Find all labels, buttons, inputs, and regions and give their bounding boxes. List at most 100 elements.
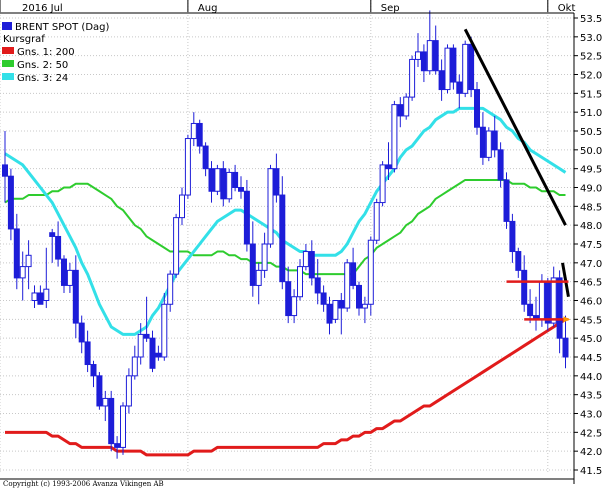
y-tick-label: 51.5 <box>580 89 602 100</box>
candle <box>462 40 469 98</box>
candle-body-down <box>285 281 292 317</box>
candle <box>120 402 126 455</box>
candle-body-up <box>391 104 398 170</box>
candle <box>137 323 144 365</box>
candle-body-down <box>479 126 486 158</box>
candle <box>497 142 504 188</box>
candle-body-down <box>2 164 8 177</box>
candle-body-down <box>273 168 280 196</box>
candle <box>78 315 85 354</box>
candle <box>308 240 315 286</box>
legend-entry-ma24: Gns. 3: 24 <box>17 73 68 84</box>
candle <box>456 74 463 109</box>
candle <box>13 213 20 290</box>
candle-body-down <box>243 190 250 245</box>
candle-body-up <box>120 405 126 448</box>
candle <box>302 244 309 271</box>
candle-body-down <box>49 232 56 237</box>
y-tick-label: 48.5 <box>580 202 602 213</box>
candle <box>84 330 91 373</box>
candle <box>527 289 534 324</box>
candle <box>267 164 274 248</box>
candle-body-down <box>13 228 20 279</box>
y-tick-label: 44.0 <box>580 372 602 383</box>
candle <box>444 44 451 94</box>
candle-body-up <box>332 300 339 320</box>
candle-body-up <box>373 202 380 241</box>
candle-body-down <box>90 364 97 377</box>
candle <box>249 221 256 297</box>
candle-body-down <box>249 243 256 286</box>
candle-body-down <box>232 171 239 189</box>
candle <box>96 372 103 410</box>
candle-body-down <box>468 43 475 91</box>
candle-body-down <box>497 149 504 181</box>
candle-body-up <box>184 138 191 196</box>
ma200-line <box>5 318 567 457</box>
candle <box>479 112 486 165</box>
candle-body-up <box>550 277 557 324</box>
x-tick-label: Aug <box>198 3 218 14</box>
candle-body-down <box>155 352 162 358</box>
candle <box>403 93 410 120</box>
candle-body-up <box>226 171 233 200</box>
candle-body-down <box>220 168 227 200</box>
candle-body-down <box>55 235 62 260</box>
y-tick-label: 45.5 <box>580 315 602 326</box>
candle <box>226 168 233 203</box>
candle <box>344 259 351 312</box>
candle-body-up <box>444 47 451 91</box>
candle-body-down <box>521 269 528 305</box>
candle <box>521 255 528 312</box>
candle-body-down <box>143 333 150 339</box>
candle-body-down <box>562 337 569 358</box>
candle <box>432 25 439 75</box>
candle-body-down <box>338 300 345 309</box>
candle <box>562 315 569 369</box>
candle <box>131 345 138 380</box>
y-tick-label: 48.0 <box>580 221 602 232</box>
candle-body-up <box>403 96 410 117</box>
candle-body-down <box>385 164 392 170</box>
y-tick-label: 53.5 <box>580 14 602 25</box>
candle-body-down <box>397 104 404 117</box>
candle <box>220 161 227 207</box>
y-tick-label: 52.0 <box>580 71 602 82</box>
y-tick-label: 42.5 <box>580 428 602 439</box>
candle <box>31 285 38 309</box>
candle-body-down <box>326 303 333 324</box>
candle-body-down <box>420 51 427 72</box>
candle-body-down <box>72 269 79 324</box>
candle-body-down <box>438 70 445 91</box>
candle-body-down <box>7 175 14 230</box>
candle-body-up <box>344 262 351 309</box>
candle-body-down <box>556 277 563 339</box>
candle <box>556 270 563 354</box>
candle-body-down <box>544 281 551 324</box>
candle-body-up <box>426 40 433 72</box>
candle <box>450 44 457 90</box>
candle <box>438 59 445 101</box>
x-tick-label: 2016 Jul <box>22 3 63 14</box>
y-tick-label: 43.5 <box>580 391 602 402</box>
candle-body-up <box>302 251 309 268</box>
y-tick-label: 46.5 <box>580 278 602 289</box>
candle <box>49 228 56 263</box>
candle-body-down <box>108 397 115 445</box>
candle-body-up <box>43 288 50 302</box>
candle <box>326 296 333 335</box>
candle-layer <box>2 10 569 459</box>
candle-body-up <box>190 122 197 140</box>
candle-body-up <box>137 333 144 358</box>
candle <box>550 266 557 327</box>
candle <box>391 100 398 173</box>
x-tick-label: Okt <box>558 3 576 14</box>
candle <box>474 82 480 135</box>
candle <box>420 44 427 83</box>
candle <box>338 292 345 335</box>
candle-body-up <box>102 397 109 407</box>
candle <box>320 285 327 312</box>
candle <box>379 161 386 207</box>
